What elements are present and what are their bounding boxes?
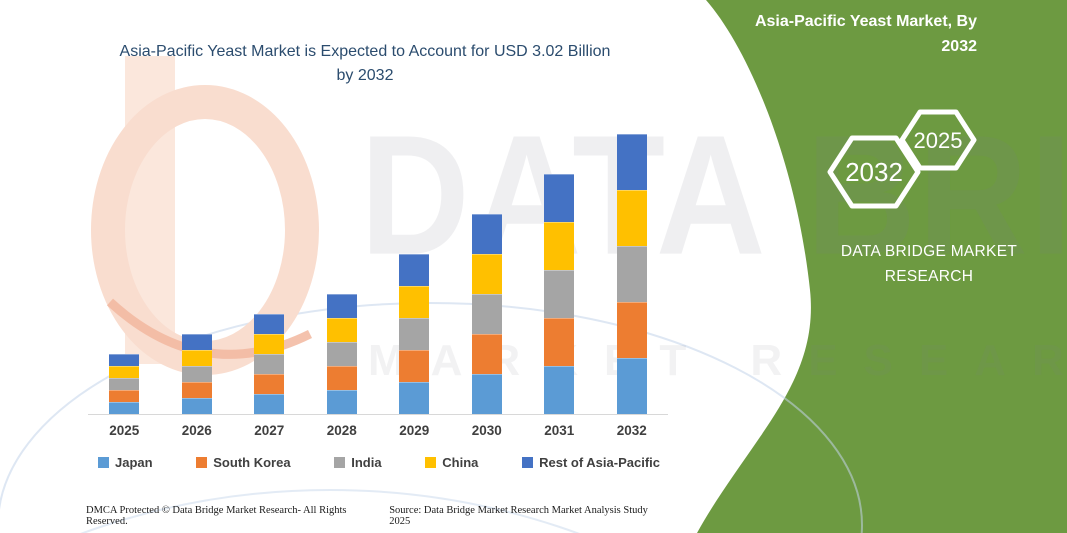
bar-segment-south-korea-2028	[326, 366, 357, 390]
hexagon-2025-label: 2025	[914, 128, 963, 153]
bar-segment-china-2026	[181, 350, 212, 366]
footer: DMCA Protected © Data Bridge Market Rese…	[86, 505, 670, 527]
bar-segment-india-2031	[544, 270, 575, 318]
bar-segment-china-2028	[326, 318, 357, 342]
x-axis-label-2026: 2026	[181, 423, 212, 438]
legend-label: South Korea	[213, 455, 291, 470]
swoosh-ellipse-lower	[80, 489, 580, 533]
legend-item-south-korea: South Korea	[196, 455, 291, 470]
bar-segment-india-2025	[109, 378, 140, 390]
bar-segment-south-korea-2031	[544, 318, 575, 366]
bar-segment-rest-of-asia-pacific-2025	[109, 354, 140, 366]
bar-segment-rest-of-asia-pacific-2027	[254, 314, 285, 334]
bar-segment-japan-2029	[399, 382, 430, 414]
bar-2030	[471, 214, 502, 414]
footer-source-text: Source: Data Bridge Market Research Mark…	[389, 505, 648, 527]
x-axis-labels: 2025 2026 2027 2028 2029 2030 2031 2032	[88, 423, 668, 438]
x-axis-label-2030: 2030	[471, 423, 502, 438]
bar-segment-south-korea-2026	[181, 382, 212, 398]
bar-segment-rest-of-asia-pacific-2029	[399, 254, 430, 286]
year-hexagons: 2032 2025	[827, 109, 977, 209]
bar-segment-india-2030	[471, 294, 502, 334]
legend-label: India	[351, 455, 382, 470]
x-axis-label-2031: 2031	[544, 423, 575, 438]
legend-label: Rest of Asia-Pacific	[539, 455, 660, 470]
bar-2029	[399, 254, 430, 414]
bar-segment-japan-2028	[326, 390, 357, 414]
bar-segment-japan-2026	[181, 398, 212, 414]
legend-item-india: India	[334, 455, 382, 470]
bar-segment-rest-of-asia-pacific-2032	[616, 134, 647, 190]
x-axis-label-2032: 2032	[616, 423, 647, 438]
bar-segment-japan-2027	[254, 394, 285, 414]
plot-area	[88, 134, 668, 415]
bar-segment-south-korea-2030	[471, 334, 502, 374]
bar-2026	[181, 334, 212, 414]
bar-segment-japan-2025	[109, 402, 140, 414]
legend-swatch-icon	[98, 457, 109, 468]
bar-segment-rest-of-asia-pacific-2030	[471, 214, 502, 254]
hexagon-2032	[827, 135, 921, 209]
x-axis-label-2028: 2028	[326, 423, 357, 438]
bar-segment-india-2028	[326, 342, 357, 366]
legend-swatch-icon	[425, 457, 437, 468]
brand-text: DATA BRIDGE MARKET RESEARCH	[840, 243, 1018, 285]
legend-swatch-icon	[522, 457, 534, 468]
bar-segment-south-korea-2025	[109, 390, 140, 402]
bar-2032	[616, 134, 647, 414]
bar-segment-india-2026	[181, 366, 212, 382]
legend-item-china: China	[425, 455, 478, 470]
swoosh-ellipse	[0, 302, 863, 533]
green-shape-path	[697, 0, 1067, 533]
bar-segment-japan-2030	[471, 374, 502, 414]
bar-segment-japan-2031	[544, 366, 575, 414]
bar-segment-japan-2032	[616, 358, 647, 414]
bar-2025	[109, 354, 140, 414]
x-axis-label-2025: 2025	[109, 423, 140, 438]
bar-segment-china-2031	[544, 222, 575, 270]
chart-title: Asia-Pacific Yeast Market is Expected to…	[119, 43, 611, 84]
hexagon-2025	[899, 109, 977, 171]
bar-segment-china-2032	[616, 190, 647, 246]
bar-segment-india-2032	[616, 246, 647, 302]
legend-swatch-icon	[196, 457, 208, 468]
footer-dmca-text: DMCA Protected © Data Bridge Market Rese…	[86, 505, 347, 527]
bar-segment-india-2027	[254, 354, 285, 374]
side-panel-title: Asia-Pacific Yeast Market, By 2032	[754, 13, 977, 55]
bar-segment-south-korea-2029	[399, 350, 430, 382]
x-axis-label-2029: 2029	[399, 423, 430, 438]
legend-label: Japan	[115, 455, 153, 470]
bar-segment-south-korea-2027	[254, 374, 285, 394]
bar-segment-south-korea-2032	[616, 302, 647, 358]
hexagon-2032-label: 2032	[845, 157, 903, 187]
legend-label: China	[442, 455, 479, 470]
bar-segment-india-2029	[399, 318, 430, 350]
bar-segment-rest-of-asia-pacific-2028	[326, 294, 357, 318]
legend-swatch-icon	[334, 457, 346, 468]
legend-item-rest-of-asia-pacific: Rest of Asia-Pacific	[522, 455, 660, 470]
bar-segment-china-2030	[471, 254, 502, 294]
x-axis-label-2027: 2027	[254, 423, 285, 438]
bar-segment-china-2025	[109, 366, 140, 378]
bar-segment-rest-of-asia-pacific-2031	[544, 174, 575, 222]
bar-2031	[544, 174, 575, 414]
legend-item-japan: Japan	[98, 455, 153, 470]
bar-2028	[326, 294, 357, 414]
bar-segment-china-2029	[399, 286, 430, 318]
legend: Japan South Korea India China Rest of Asia-P…	[98, 455, 660, 470]
bar-2027	[254, 314, 285, 414]
bar-segment-china-2027	[254, 334, 285, 354]
bar-segment-rest-of-asia-pacific-2026	[181, 334, 212, 350]
